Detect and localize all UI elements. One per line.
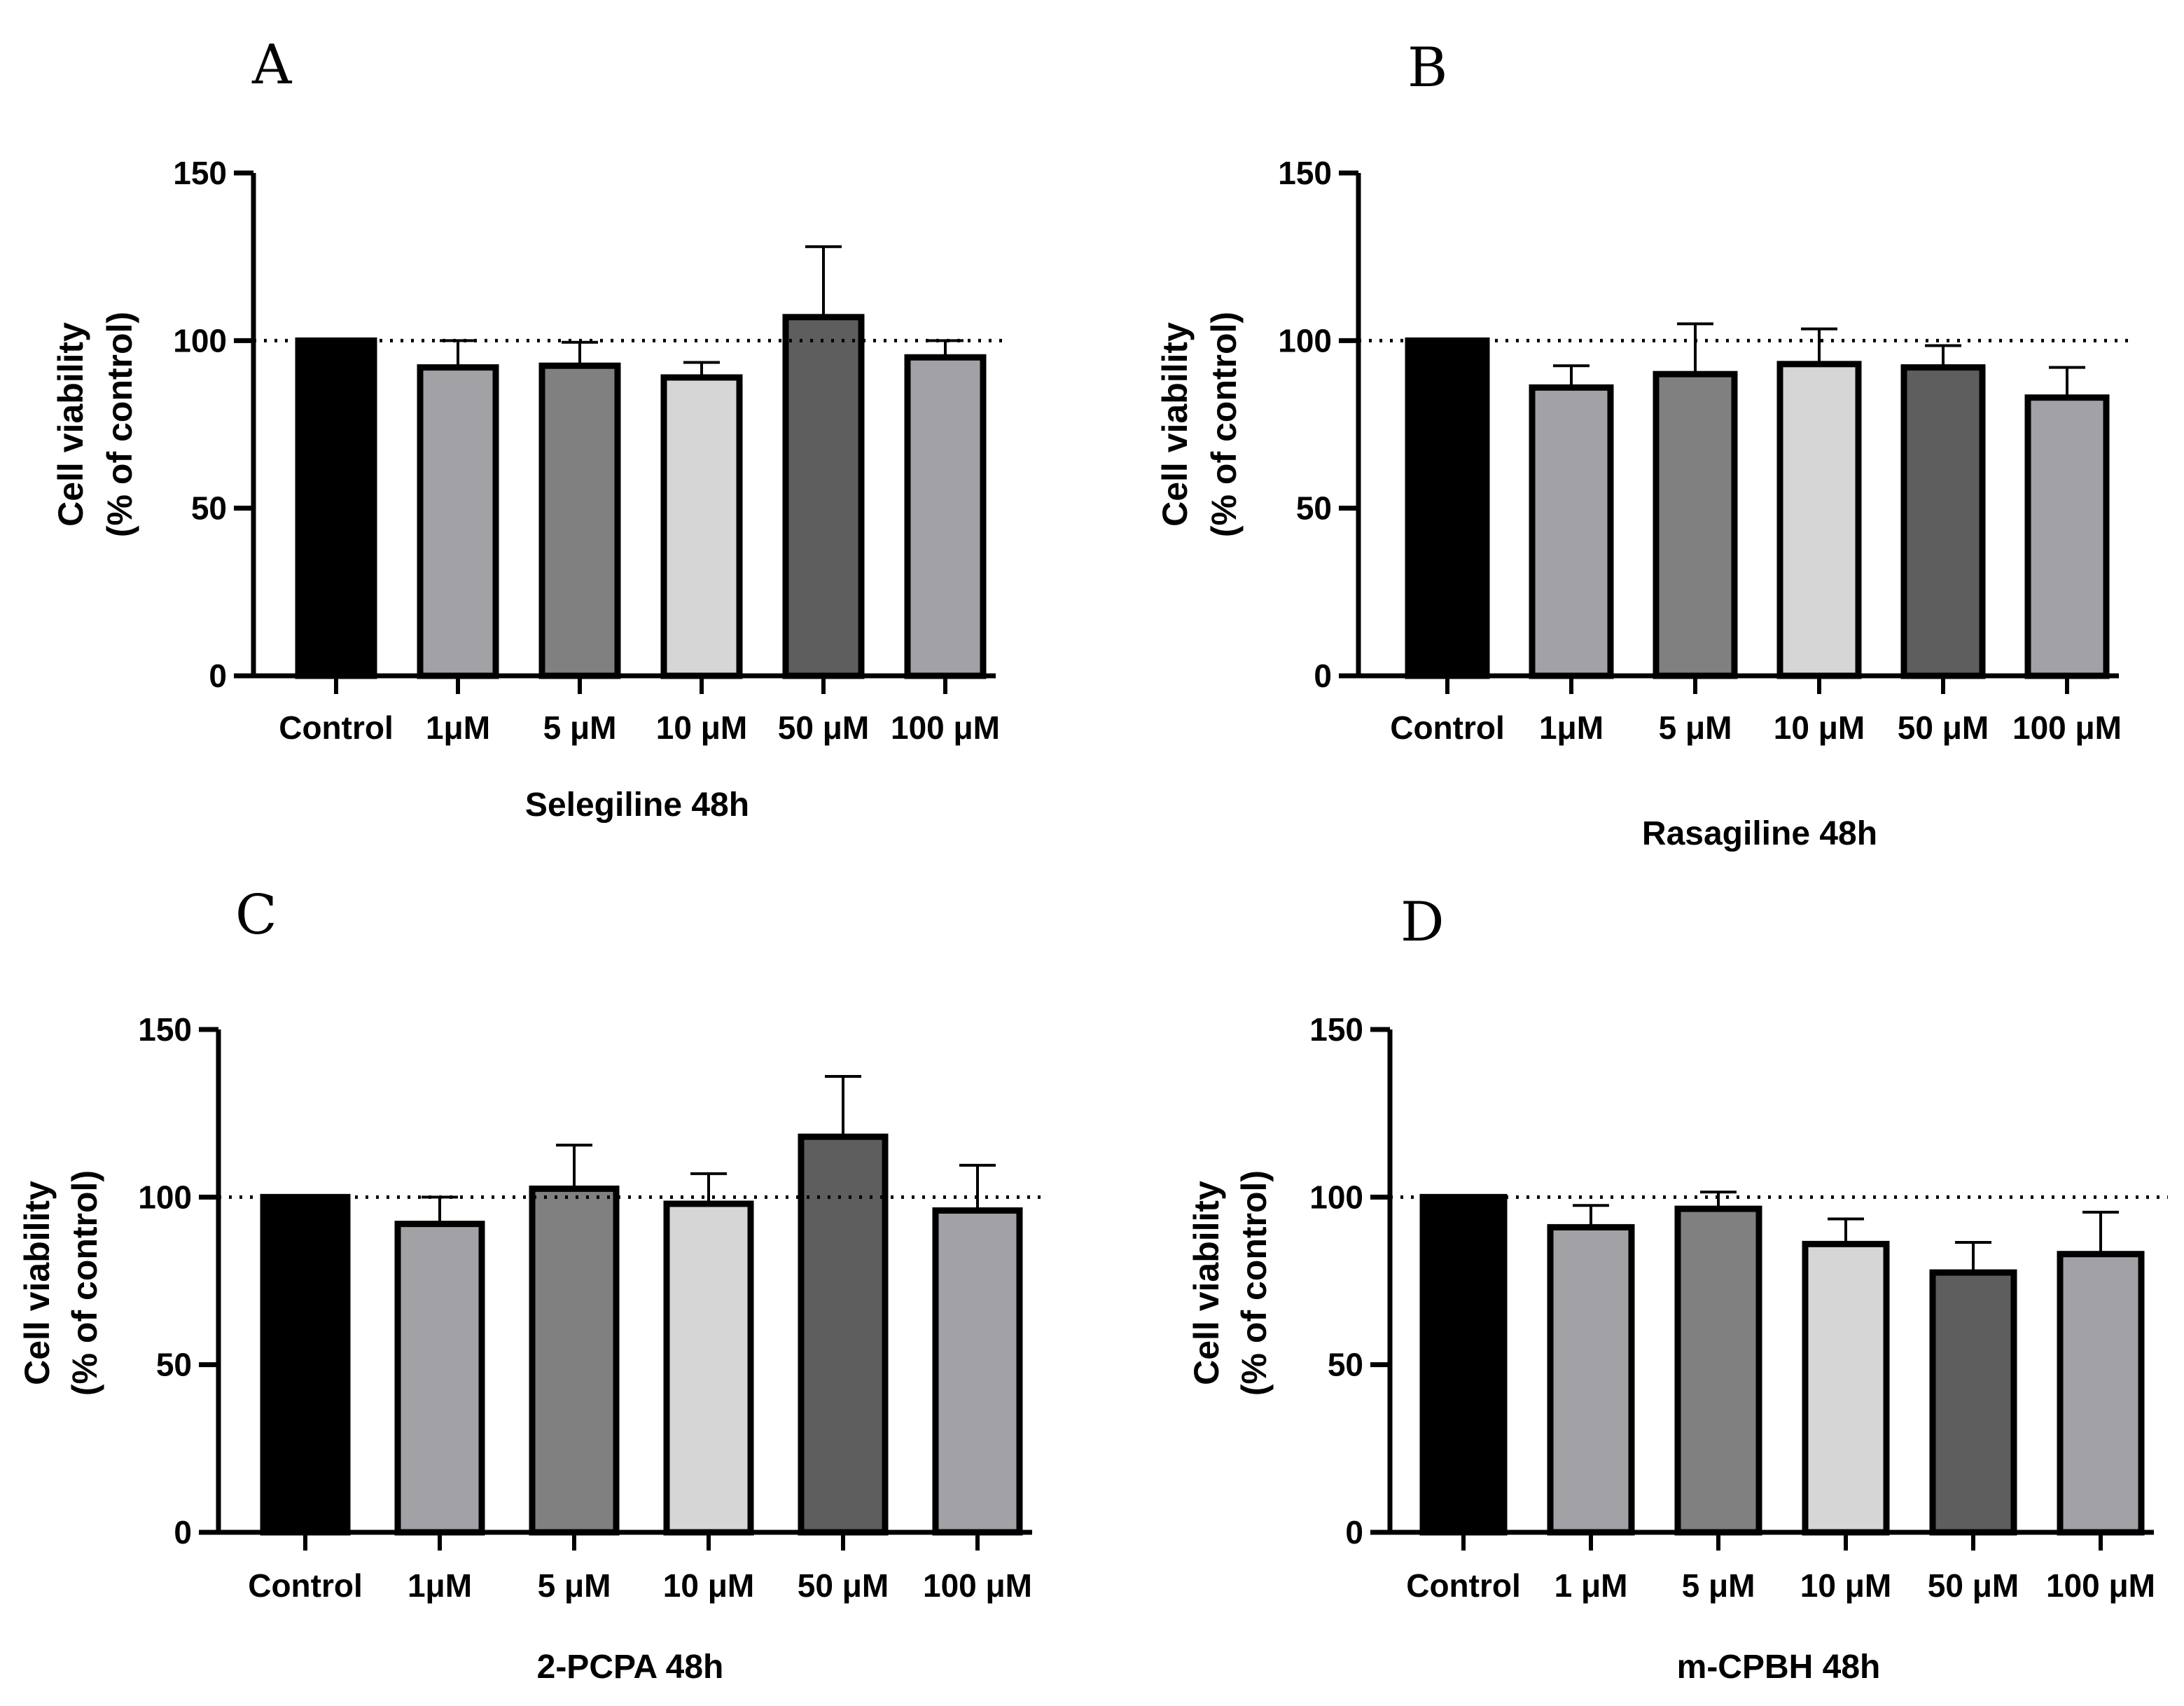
x-axis-label-b: Rasagiline 48h — [1642, 815, 1877, 852]
category-label-c-5: 100 μM — [923, 1567, 1032, 1604]
y-axis-label-c-line1: Cell viability — [18, 1181, 57, 1385]
category-label-d-5: 100 μM — [2046, 1567, 2155, 1604]
y-tick-label-c-1: 50 — [156, 1347, 192, 1383]
bar-c-0 — [260, 1193, 351, 1536]
bar-b-0 — [1405, 337, 1490, 679]
y-axis-label-d-line1: Cell viability — [1187, 1181, 1226, 1385]
category-label-c-1: 1μM — [408, 1567, 472, 1604]
category-label-c-2: 5 μM — [538, 1567, 611, 1604]
y-tick-label-b-3: 150 — [1278, 155, 1332, 191]
bar-d-0 — [1419, 1193, 1508, 1536]
x-axis-label-d: m-CPBH 48h — [1677, 1649, 1881, 1686]
panel-letter-c: C — [235, 884, 277, 947]
category-label-c-3: 10 μM — [663, 1567, 754, 1604]
bar-b-4 — [1900, 364, 1986, 679]
y-tick-label-b-1: 50 — [1296, 490, 1332, 527]
panel-letter-d: D — [1400, 891, 1445, 954]
y-tick-label-d-3: 150 — [1309, 1011, 1363, 1048]
y-tick-label-a-3: 150 — [173, 155, 227, 191]
bar-c-3 — [663, 1200, 754, 1536]
x-axis-label-a: Selegiline 48h — [525, 786, 749, 824]
category-label-a-2: 5 μM — [543, 709, 617, 746]
category-label-b-5: 100 μM — [2012, 709, 2122, 746]
bar-d-1 — [1547, 1223, 1635, 1536]
category-label-d-1: 1 μM — [1554, 1567, 1628, 1604]
y-axis-label-a-line1: Cell viability — [51, 322, 90, 527]
bar-d-2 — [1674, 1205, 1762, 1536]
category-label-b-4: 50 μM — [1898, 709, 1989, 746]
category-label-c-4: 50 μM — [798, 1567, 889, 1604]
category-label-d-0: Control — [1406, 1567, 1521, 1604]
y-axis-label-a-line2: (% of control) — [100, 312, 139, 537]
bar-d-5 — [2057, 1251, 2145, 1536]
y-axis-label-c-line2: (% of control) — [65, 1170, 104, 1396]
bar-d-3 — [1802, 1240, 1890, 1536]
x-axis-label-c: 2-PCPA 48h — [537, 1649, 724, 1686]
y-axis-label-b-line1: Cell viability — [1155, 322, 1195, 527]
bar-a-5 — [904, 354, 987, 679]
bar-a-1 — [417, 364, 499, 679]
y-tick-label-d-1: 50 — [1328, 1347, 1363, 1383]
category-label-a-1: 1μM — [426, 709, 490, 746]
y-tick-label-d-2: 100 — [1309, 1179, 1363, 1215]
category-label-b-3: 10 μM — [1774, 709, 1865, 746]
bar-c-5 — [932, 1207, 1023, 1536]
bar-b-2 — [1653, 370, 1738, 679]
bar-a-4 — [782, 314, 865, 679]
y-axis-label-d-line2: (% of control) — [1234, 1170, 1274, 1396]
y-tick-label-b-2: 100 — [1278, 322, 1332, 359]
bar-b-5 — [2024, 394, 2110, 679]
bar-c-2 — [529, 1185, 620, 1536]
bar-a-3 — [660, 374, 743, 679]
panel-letter-b: B — [1407, 36, 1448, 99]
y-tick-label-a-0: 0 — [209, 658, 227, 694]
category-label-a-3: 10 μM — [656, 709, 747, 746]
bar-a-2 — [538, 362, 621, 679]
y-tick-label-c-0: 0 — [174, 1514, 192, 1551]
bar-a-0 — [295, 337, 377, 679]
y-tick-label-c-3: 150 — [138, 1011, 192, 1048]
bar-c-4 — [798, 1133, 889, 1536]
category-label-d-3: 10 μM — [1800, 1567, 1891, 1604]
category-label-d-2: 5 μM — [1682, 1567, 1755, 1604]
panel-letter-a: A — [252, 34, 292, 97]
y-tick-label-b-0: 0 — [1314, 658, 1332, 694]
y-tick-label-d-0: 0 — [1345, 1514, 1363, 1551]
y-tick-label-c-2: 100 — [138, 1179, 192, 1215]
bar-b-3 — [1776, 361, 1862, 679]
y-tick-label-a-1: 50 — [191, 490, 227, 527]
category-label-d-4: 50 μM — [1928, 1567, 2019, 1604]
y-axis-label-b-line2: (% of control) — [1204, 312, 1244, 537]
bar-b-1 — [1529, 384, 1614, 679]
bar-d-4 — [1929, 1269, 2017, 1536]
bar-c-1 — [394, 1221, 485, 1536]
category-label-b-1: 1μM — [1539, 709, 1604, 746]
category-label-b-0: Control — [1390, 709, 1505, 746]
category-label-a-4: 50 μM — [778, 709, 869, 746]
category-label-c-0: Control — [248, 1567, 363, 1604]
category-label-a-0: Control — [279, 709, 394, 746]
category-label-b-2: 5 μM — [1659, 709, 1732, 746]
y-tick-label-a-2: 100 — [173, 322, 227, 359]
category-label-a-5: 100 μM — [891, 709, 1000, 746]
